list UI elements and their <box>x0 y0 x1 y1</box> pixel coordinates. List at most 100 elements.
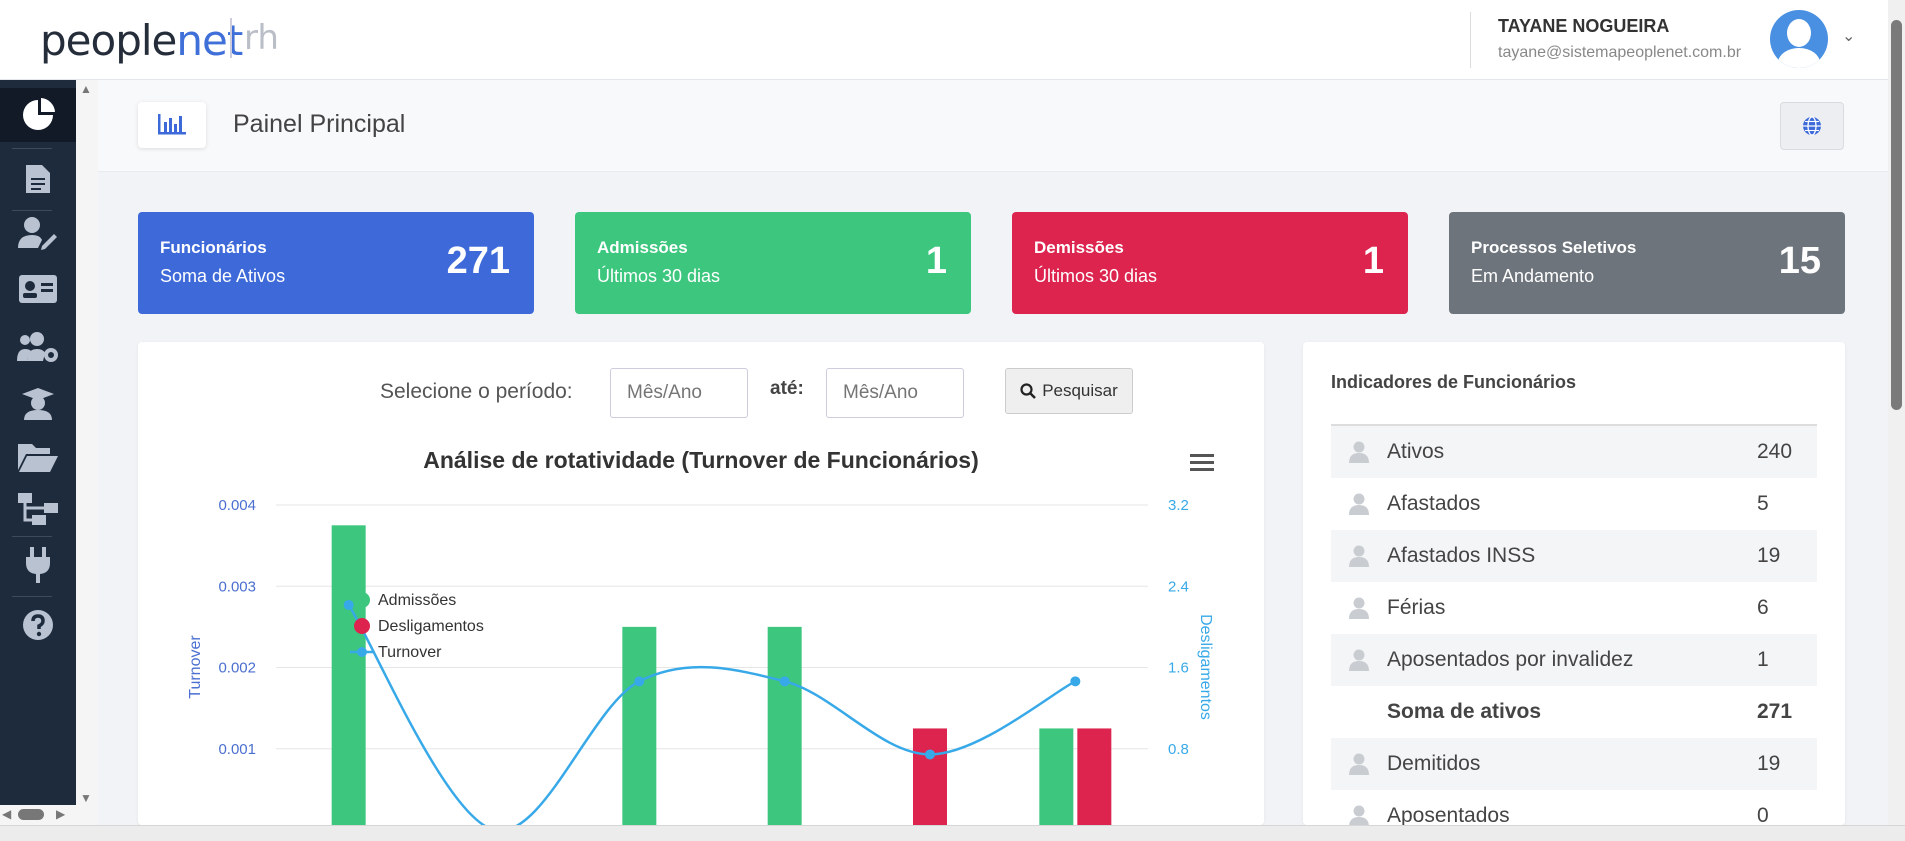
card-subtitle: Últimos 30 dias <box>597 266 721 286</box>
right-tick-label: 0.8 <box>1168 741 1189 758</box>
left-tick-label: 0 <box>248 822 256 825</box>
chevron-down-icon[interactable]: ⌄ <box>1842 28 1856 45</box>
sitemap-icon[interactable] <box>0 482 76 536</box>
sidebar <box>0 80 76 825</box>
period-to-input[interactable] <box>826 368 964 418</box>
user-icon <box>1331 493 1387 515</box>
legend-desligamentos: Desligamentos <box>378 618 484 635</box>
turnover-line <box>347 604 1076 825</box>
search-icon <box>1020 383 1037 399</box>
y-axis-left-title: Turnover <box>187 635 204 699</box>
indicator-row: Afastados 5 <box>1331 478 1817 530</box>
left-tick-label: 0.003 <box>218 578 256 595</box>
card-processos-seletivos[interactable]: Processos Seletivos Em Andamento 15 <box>1449 212 1845 314</box>
bar-chart-icon <box>138 102 206 148</box>
indicator-row: Demitidos 19 <box>1331 738 1817 790</box>
period-from-input[interactable] <box>610 368 748 418</box>
indicator-row: Afastados INSS 19 <box>1331 530 1817 582</box>
help-icon[interactable] <box>0 598 76 652</box>
turnover-point <box>343 599 354 610</box>
turnover-point <box>634 676 645 687</box>
bar-admissoes <box>767 626 802 825</box>
indicator-value: 240 <box>1757 440 1793 463</box>
indicator-label: Férias <box>1387 596 1446 619</box>
card-value: 1 <box>925 240 947 282</box>
indicator-row: Aposentados por invalidez 1 <box>1331 634 1817 686</box>
logo-text: peoplenet <box>40 16 243 65</box>
graduation-icon[interactable] <box>0 376 76 430</box>
turnover-point <box>779 676 790 687</box>
indicator-value: 19 <box>1757 752 1781 775</box>
indicator-row: Aposentados 0 <box>1331 790 1817 825</box>
indicators-panel: Indicadores de Funcionários Ativos 240 Afa… <box>1303 342 1845 825</box>
card-title: Funcionários <box>160 238 267 257</box>
turnover-point <box>1070 676 1081 687</box>
user-name[interactable]: TAYANE NOGUEIRA <box>1498 16 1670 36</box>
sidebar-h-scrollbar[interactable]: ◀ ▶ <box>0 805 98 825</box>
chart-title: Análise de rotatividade (Turnover de Fun… <box>423 447 979 473</box>
globe-button[interactable] <box>1780 102 1844 150</box>
legend-turnover-marker <box>357 647 367 657</box>
scrollbar-thumb[interactable] <box>1891 20 1902 410</box>
page-header: Painel Principal <box>98 80 1888 172</box>
indicator-value: 5 <box>1757 492 1769 515</box>
turnover-point <box>925 749 935 760</box>
bar-admissoes <box>1039 728 1074 825</box>
user-icon <box>1331 649 1387 671</box>
legend-turnover: Turnover <box>378 644 442 661</box>
globe-icon <box>1803 116 1821 136</box>
indicator-row: Ativos 240 <box>1331 426 1817 478</box>
right-tick-label: 3.2 <box>1168 497 1189 514</box>
indicator-label: Demitidos <box>1387 752 1481 775</box>
logo[interactable]: peoplenet <box>40 16 243 65</box>
bar-admissoes <box>331 525 366 825</box>
sidebar-scrollbar[interactable]: ▲ ▼ <box>76 80 98 805</box>
id-card-icon[interactable] <box>0 262 76 316</box>
user-icon <box>1331 597 1387 619</box>
document-icon[interactable] <box>0 152 76 206</box>
card-admissoes[interactable]: Admissões Últimos 30 dias 1 <box>575 212 971 314</box>
card-value: 271 <box>446 240 510 282</box>
left-tick-label: 0.001 <box>218 741 256 758</box>
plug-icon[interactable] <box>0 538 76 592</box>
top-bar: peoplenet rh TAYANE NOGUEIRA tayane@sist… <box>0 0 1888 80</box>
indicator-row: Soma de ativos 271 <box>1331 686 1817 738</box>
user-icon <box>1331 441 1387 463</box>
card-subtitle: Em Andamento <box>1471 266 1595 286</box>
card-title: Admissões <box>597 238 688 257</box>
card-value: 15 <box>1778 240 1821 282</box>
card-demissoes[interactable]: Demissões Últimos 30 dias 1 <box>1012 212 1408 314</box>
period-to-label: até: <box>770 378 804 399</box>
y-axis-right-title: Desligamentos <box>1197 614 1214 720</box>
user-icon <box>1331 805 1387 825</box>
users-cog-icon[interactable] <box>0 320 76 374</box>
indicator-row: Férias 6 <box>1331 582 1817 634</box>
pie-chart-icon[interactable] <box>0 88 76 142</box>
card-funcionarios[interactable]: Funcionários Soma de Ativos 271 <box>138 212 534 314</box>
indicator-label: Afastados <box>1387 492 1481 515</box>
right-tick-label: 2.4 <box>1168 578 1189 595</box>
bar-admissoes <box>622 626 657 825</box>
folder-open-icon[interactable] <box>0 430 76 484</box>
left-tick-label: 0.004 <box>218 497 256 514</box>
legend-admissoes-marker <box>354 592 370 608</box>
logo-rh: rh <box>230 18 279 58</box>
indicator-value: 1 <box>1757 648 1769 671</box>
user-email: tayane@sistemapeoplenet.com.br <box>1498 44 1742 61</box>
card-subtitle: Soma de Ativos <box>160 266 286 286</box>
indicator-label: Aposentados por invalidez <box>1387 648 1634 671</box>
search-button[interactable]: Pesquisar <box>1005 368 1133 414</box>
bar-desligamentos <box>1077 728 1112 825</box>
bar-desligamentos <box>913 728 947 825</box>
left-tick-label: 0.002 <box>218 660 256 677</box>
chart-menu-icon[interactable] <box>1190 452 1214 472</box>
indicator-label: Aposentados <box>1387 804 1510 825</box>
avatar[interactable] <box>1770 10 1828 68</box>
page-scrollbar[interactable] <box>1888 0 1905 825</box>
right-tick-label: 1.6 <box>1168 660 1189 677</box>
user-edit-icon[interactable] <box>0 206 76 260</box>
page-title: Painel Principal <box>233 110 406 138</box>
indicator-value: 271 <box>1757 700 1793 723</box>
legend-admissoes: Admissões <box>378 592 456 609</box>
card-value: 1 <box>1362 240 1384 282</box>
